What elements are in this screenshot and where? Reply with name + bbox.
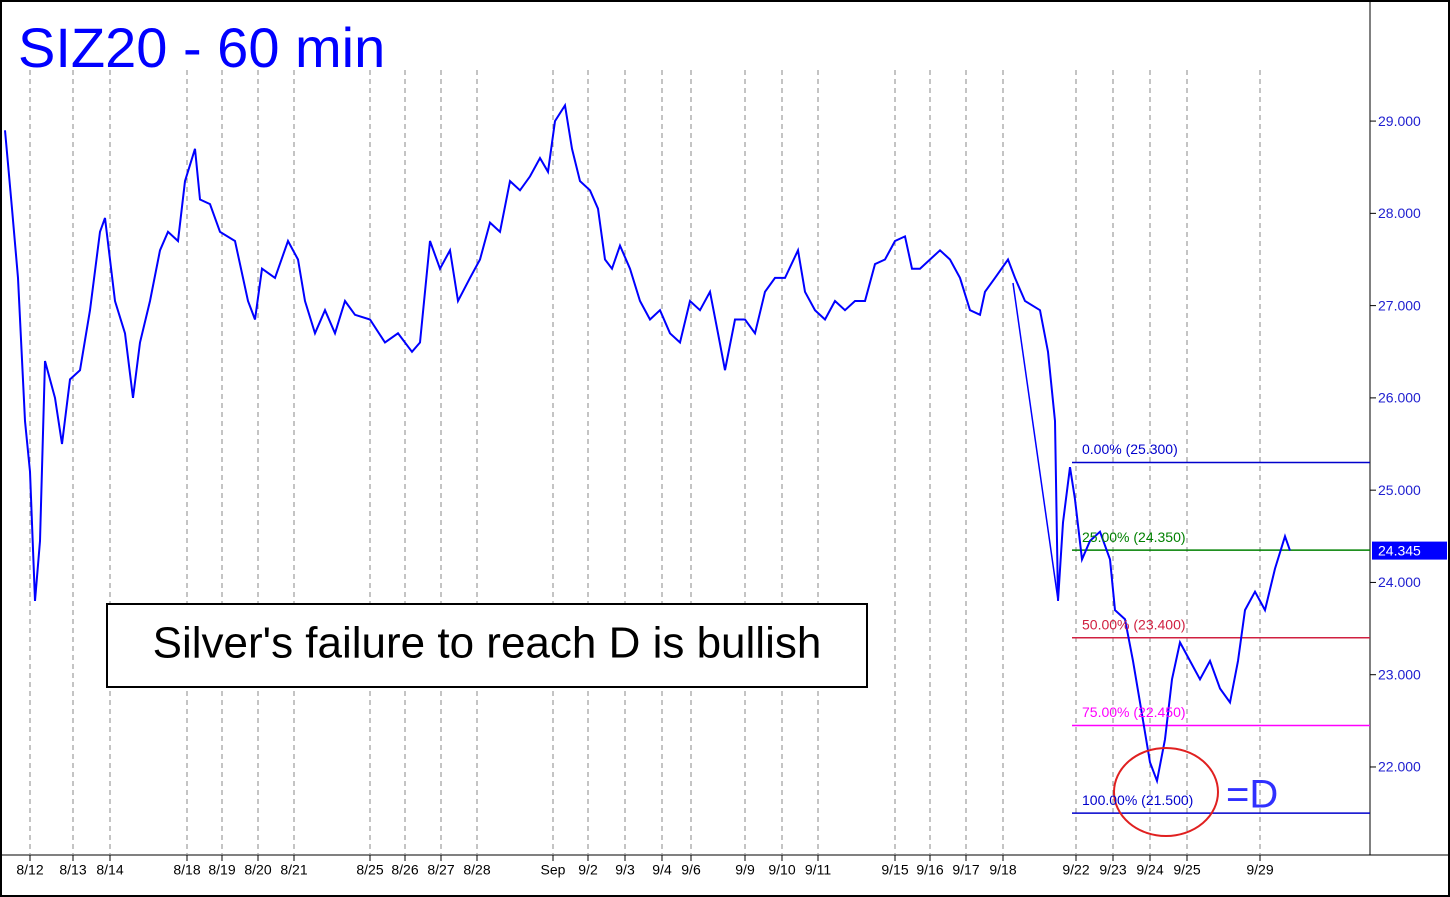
- x-tick-label: 9/18: [989, 862, 1016, 878]
- x-tick-label: 9/29: [1246, 862, 1273, 878]
- x-tick-label: 9/4: [652, 862, 672, 878]
- fib-label: 50.00% (23.400): [1082, 616, 1186, 632]
- y-tick-label: 27.000: [1378, 297, 1421, 313]
- x-tick-label: 9/24: [1136, 862, 1163, 878]
- price-line: [4, 102, 1291, 785]
- last-price-tag: [1372, 541, 1447, 560]
- last-price-label: 24.345: [1378, 542, 1421, 558]
- x-tick-label: 9/16: [916, 862, 943, 878]
- x-tick-label: Sep: [541, 862, 566, 878]
- x-tick-label: 9/3: [615, 862, 635, 878]
- y-tick-label: 28.000: [1378, 205, 1421, 221]
- chart-title: SIZ20 - 60 min: [18, 16, 385, 79]
- x-tick-label: 9/2: [578, 862, 598, 878]
- y-tick-label: 25.000: [1378, 482, 1421, 498]
- x-tick-label: 9/22: [1062, 862, 1089, 878]
- x-tick-label: 9/11: [805, 862, 831, 878]
- y-tick-label: 29.000: [1378, 113, 1421, 129]
- annotation: Silver's failure to reach D is bullish: [153, 619, 822, 668]
- x-tick-label: 8/25: [356, 862, 383, 878]
- x-tick-label: 8/18: [173, 862, 200, 878]
- highlight-circle: [1113, 747, 1219, 837]
- x-tick-label: 8/28: [463, 862, 490, 878]
- d-label: =D: [1226, 773, 1278, 817]
- x-tick-label: 8/26: [391, 862, 418, 878]
- x-tick-label: 9/17: [952, 862, 979, 878]
- x-tick-label: 8/19: [208, 862, 235, 878]
- fib-label: 0.00% (25.300): [1082, 441, 1178, 457]
- fib-label: 100.00% (21.500): [1082, 792, 1193, 808]
- x-tick-label: 8/13: [59, 862, 86, 878]
- x-tick-label: 8/27: [427, 862, 454, 878]
- fib-label: 25.00% (24.350): [1082, 529, 1186, 545]
- fib-label: 75.00% (22.450): [1082, 704, 1186, 720]
- x-tick-label: 8/14: [96, 862, 123, 878]
- trend-line: [1012, 282, 1059, 601]
- x-tick-label: 9/23: [1099, 862, 1126, 878]
- x-tick-label: 9/15: [881, 862, 908, 878]
- x-tick-label: 8/21: [280, 862, 307, 878]
- y-tick-label: 22.000: [1378, 759, 1421, 775]
- y-tick-label: 26.000: [1378, 390, 1421, 406]
- x-tick-label: 9/9: [735, 862, 755, 878]
- y-tick-label: 23.000: [1378, 666, 1421, 682]
- annotation-box: [106, 603, 868, 688]
- x-tick-label: 9/10: [768, 862, 795, 878]
- x-tick-label: 9/25: [1173, 862, 1200, 878]
- x-tick-label: 8/12: [16, 862, 43, 878]
- y-tick-label: 24.000: [1378, 574, 1421, 590]
- x-tick-label: 9/6: [681, 862, 701, 878]
- x-tick-label: 8/20: [244, 862, 271, 878]
